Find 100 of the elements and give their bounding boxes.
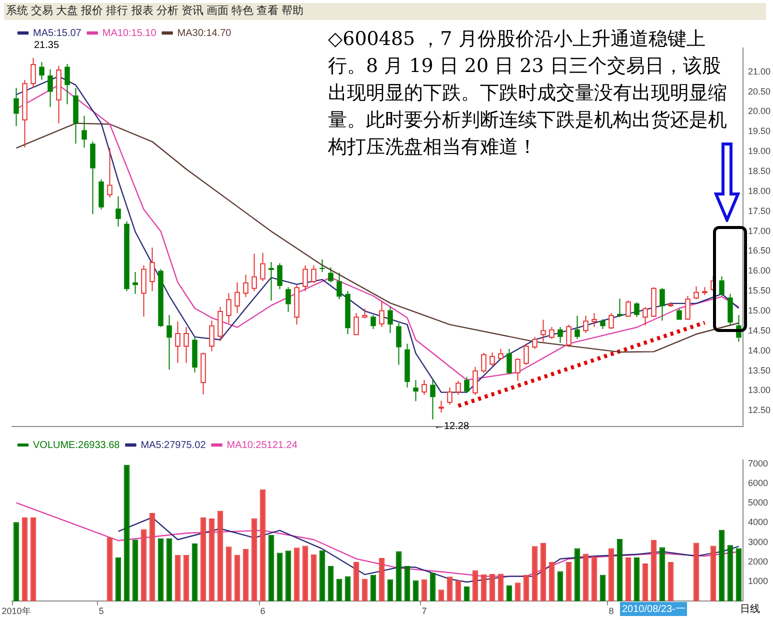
candlestick — [98, 179, 104, 210]
candlestick — [14, 87, 19, 127]
bar — [285, 550, 292, 602]
candlestick — [82, 115, 87, 148]
y-tick-label: 20.50 — [748, 86, 771, 96]
y-tick-label: 16.00 — [748, 266, 771, 276]
candlestick — [634, 302, 640, 318]
x-tick-label: 5 — [98, 606, 104, 616]
legend-label: MA5:27975.02 — [140, 440, 206, 451]
candlestick — [464, 376, 470, 394]
bar — [192, 544, 198, 602]
x-tick-label: 8 — [608, 606, 614, 616]
bar — [370, 574, 376, 602]
bar — [557, 571, 564, 602]
x-tick-label: 6 — [260, 606, 266, 616]
bar — [302, 546, 308, 602]
bar — [634, 557, 640, 602]
bar — [22, 517, 28, 602]
bar — [132, 540, 138, 602]
y-tick-label: 5000 — [748, 498, 768, 508]
candlestick — [388, 306, 393, 334]
candlestick — [600, 318, 606, 330]
legend-label: MA10:25121.24 — [226, 440, 298, 451]
bar — [260, 489, 266, 602]
bar — [650, 540, 657, 602]
y-tick-label: 6000 — [748, 478, 768, 488]
bar — [412, 580, 419, 602]
bar — [106, 537, 113, 602]
y-tick-label: 16.50 — [748, 246, 771, 256]
bar — [566, 562, 572, 602]
y-tick-label: 17.50 — [748, 206, 771, 216]
bar — [183, 554, 190, 602]
bar — [158, 538, 164, 602]
bar — [591, 556, 598, 602]
legend-label: MA5:15.07 — [33, 28, 82, 39]
bar — [693, 542, 700, 602]
bar — [124, 464, 130, 602]
candlestick — [413, 379, 418, 402]
bar — [336, 578, 342, 602]
bar — [727, 545, 734, 602]
bar — [319, 550, 326, 602]
candlestick — [64, 63, 70, 105]
text: 2010/08/23-一 — [620, 602, 688, 616]
y-tick-label: 19.50 — [748, 126, 771, 136]
y-tick-label: 1000 — [748, 576, 768, 586]
candlestick — [345, 290, 350, 335]
bar — [149, 512, 156, 602]
candlestick — [73, 87, 78, 144]
bar — [140, 529, 147, 602]
y-tick-label: 21.00 — [748, 66, 771, 76]
candlestick — [192, 336, 198, 373]
bar — [115, 557, 122, 602]
bar — [378, 558, 385, 602]
bar — [455, 580, 462, 602]
bar — [582, 554, 589, 602]
candlestick — [506, 348, 512, 374]
y-tick-label: 12.50 — [748, 405, 771, 416]
y-tick-label: 19.00 — [748, 146, 771, 156]
bar — [362, 578, 368, 602]
candlestick — [719, 276, 724, 296]
legend-label: MA30:14.70 — [177, 28, 232, 39]
bar — [208, 518, 215, 602]
candlestick — [124, 220, 130, 292]
y-tick-label: 14.50 — [748, 325, 771, 336]
bar — [532, 546, 538, 602]
bar — [718, 530, 725, 602]
bar — [404, 566, 410, 602]
candlestick — [404, 343, 410, 388]
bar — [514, 582, 521, 602]
bar — [523, 574, 530, 602]
y-tick-label: 17.00 — [748, 226, 771, 236]
text: 系统 交易 大盘 报价 排行 报表 分析 资讯 画面 特色 查看 帮助 — [4, 3, 766, 20]
bar — [736, 548, 742, 602]
y-tick-label: 2000 — [748, 556, 768, 566]
candlestick — [39, 61, 44, 80]
bar — [276, 552, 283, 602]
bar — [472, 570, 478, 602]
bar — [616, 539, 623, 602]
bar — [217, 510, 224, 602]
bar — [166, 538, 172, 602]
candlestick — [676, 308, 682, 320]
bar — [574, 548, 580, 602]
candlestick — [320, 258, 325, 272]
y-tick-label: 7000 — [748, 458, 768, 468]
bar — [668, 562, 674, 602]
bar — [506, 586, 512, 602]
y-tick-label: 3000 — [748, 536, 768, 547]
candlestick — [48, 69, 53, 108]
candlestick — [558, 326, 563, 344]
y-tick-label: 18.50 — [748, 166, 771, 176]
bar — [642, 564, 648, 602]
bar — [625, 557, 632, 602]
bar — [200, 517, 206, 602]
bar — [710, 546, 716, 602]
bar — [608, 548, 614, 602]
y-tick-label: 18.00 — [748, 186, 771, 196]
candlestick — [132, 271, 138, 294]
bar — [548, 562, 555, 602]
x-tick-label: 7 — [422, 606, 427, 616]
y-tick-label: 15.50 — [748, 286, 771, 296]
